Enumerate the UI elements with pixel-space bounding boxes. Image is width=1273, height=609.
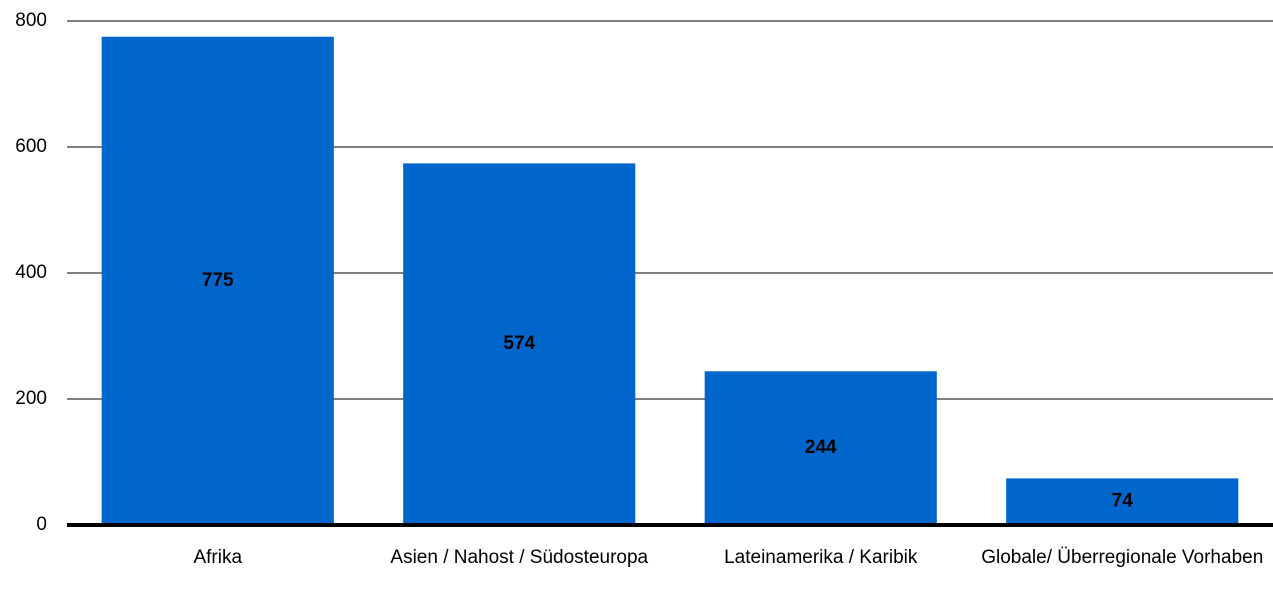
data-label: 775: [202, 270, 234, 291]
x-tick-label: Afrika: [193, 547, 243, 568]
x-tick-label: Asien / Nahost / Südosteuropa: [390, 547, 649, 568]
y-tick-label: 400: [15, 262, 47, 283]
bar: [403, 163, 636, 525]
data-label: 574: [503, 333, 535, 354]
bar: [1006, 478, 1239, 525]
bar: [101, 36, 334, 525]
y-tick-label: 600: [15, 136, 47, 157]
data-label: 244: [805, 437, 837, 458]
x-tick-label: Lateinamerika / Karibik: [724, 547, 918, 568]
data-label: 74: [1112, 491, 1134, 512]
y-tick-label: 200: [15, 388, 47, 409]
x-tick-label: Globale/ Überregionale Vorhaben: [981, 547, 1264, 568]
y-tick-label: 800: [15, 10, 47, 31]
bar: [704, 371, 937, 525]
y-tick-label: 0: [36, 514, 47, 535]
